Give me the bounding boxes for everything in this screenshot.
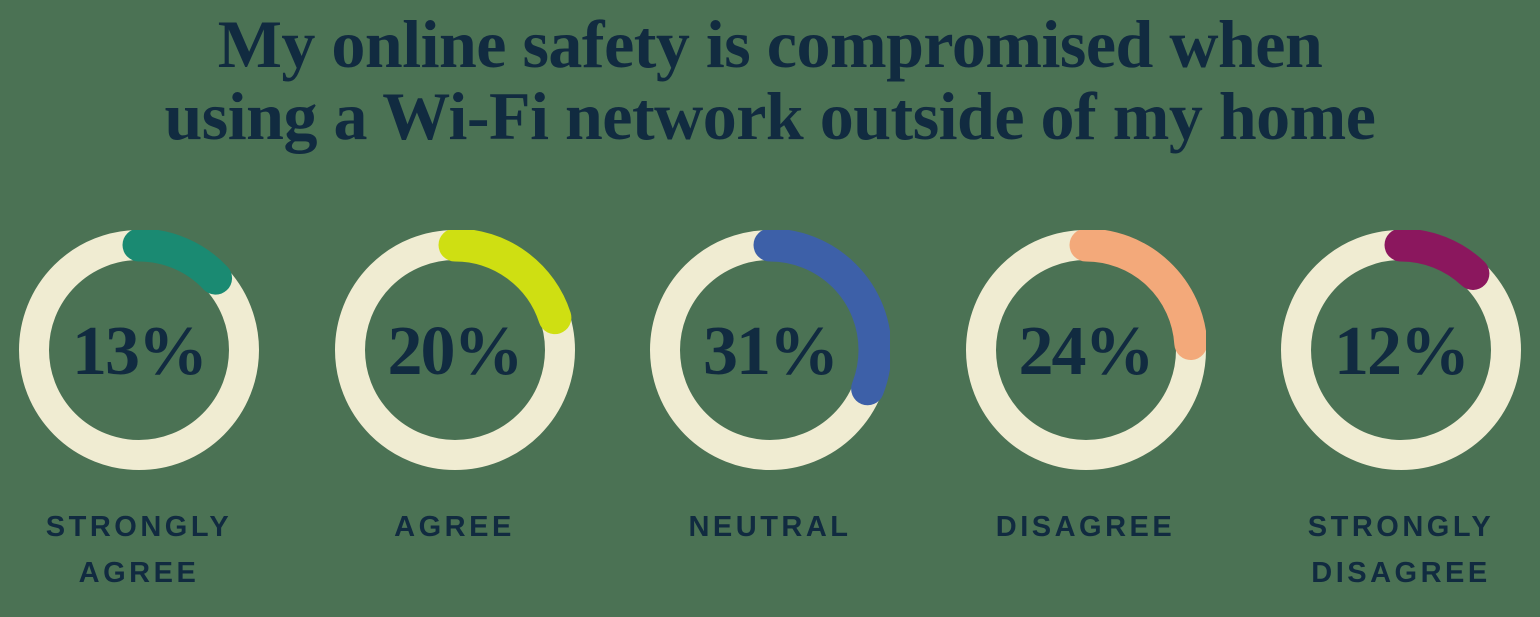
donut-chart-strongly-disagree [1281,230,1521,470]
chart-title-line-2: using a Wi-Fi network outside of my home [164,78,1376,154]
donut-chart-strongly-agree [19,230,259,470]
donut-arc-neutral [650,230,890,470]
percent-value-strongly-agree: 13% [72,313,208,390]
donut-figure-neutral: 31% [650,230,890,470]
category-label-strongly-agree: STRONGLY AGREE [45,511,233,589]
donut-item-strongly-disagree: 12% STRONGLY DISAGREE [1270,230,1532,596]
percent-value-agree: 20% [387,313,524,390]
chart-title-line-1: My online safety is compromised when [217,6,1323,82]
chart-title: My online safety is compromised when usi… [0,0,1540,152]
donut-arc-strongly-agree [19,230,259,470]
percent-value-disagree: 24% [1018,313,1155,390]
donut-item-neutral: 31% NEUTRAL [639,230,901,596]
donut-chart-neutral [650,230,890,470]
category-label-strongly-disagree: STRONGLY DISAGREE [1307,511,1495,589]
percent-value-neutral: 31% [703,313,839,390]
donut-item-strongly-agree: 13% STRONGLY AGREE [8,230,270,596]
donut-figure-disagree: 24% [965,230,1206,470]
donut-figure-strongly-agree: 13% [19,230,259,470]
category-label-disagree: DISAGREE [995,511,1176,543]
donut-item-disagree: 24% DISAGREE [955,230,1217,596]
donut-chart-agree [334,230,575,470]
donut-arc-strongly-disagree [1281,230,1521,470]
donut-item-agree: 20% AGREE [324,230,586,596]
donut-arc-agree [334,230,575,470]
donut-figure-strongly-disagree: 12% [1281,230,1521,470]
percent-value-strongly-disagree: 12% [1334,313,1470,390]
donut-figure-agree: 20% [334,230,575,470]
donut-chart-disagree [965,230,1206,470]
category-label-agree: AGREE [394,511,515,543]
category-label-neutral: NEUTRAL [688,511,852,543]
donut-row: 13% STRONGLY AGREE 20% AGREE 31% NEUTRAL 24% DI… [0,230,1540,596]
donut-arc-disagree [965,230,1206,470]
